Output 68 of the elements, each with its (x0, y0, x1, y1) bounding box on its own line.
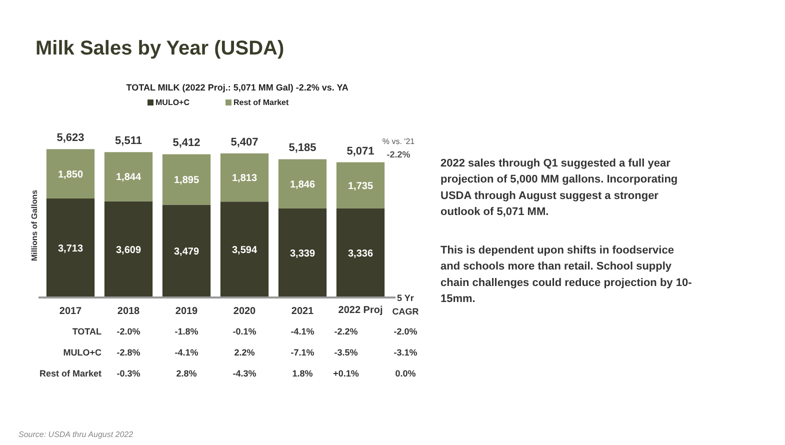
annotation: 5,623 (56, 132, 84, 144)
text: 2.2% (234, 348, 255, 358)
bar (46, 149, 95, 198)
text: 0.0% (395, 368, 416, 378)
data-label: 1,735 (348, 180, 374, 192)
annotation: 5,511 (115, 135, 142, 148)
x-tick-label: 2021 (291, 306, 314, 317)
text: -0.1% (232, 326, 256, 336)
data-label: 3,479 (174, 246, 200, 258)
legend-label: Rest of Market (234, 98, 289, 107)
chart-title: Milk Sales by Year (USDA) (36, 38, 284, 60)
bar (104, 152, 153, 202)
annotation: 5,185 (288, 142, 316, 154)
annotation: -2.2% (386, 150, 410, 160)
annotation: 5 Yr CAGR (392, 292, 420, 316)
text: -4.1% (174, 348, 198, 358)
bar (278, 208, 327, 298)
data-label: 1,850 (58, 169, 84, 180)
text: -4.1% (290, 326, 314, 336)
text: -4.3% (232, 368, 256, 378)
text: Rest of Market (39, 368, 102, 378)
bar (220, 202, 269, 298)
x-tick-label: 2018 (117, 306, 140, 317)
data-label: 1,813 (232, 172, 258, 184)
bar (336, 208, 385, 298)
text: -0.3% (116, 368, 140, 378)
data-label: 1,844 (116, 172, 142, 184)
legend-label: MULO+C (156, 98, 190, 107)
text: TOTAL (72, 326, 102, 336)
bar (278, 159, 327, 208)
data-label: 3,594 (232, 245, 258, 256)
text: -1.8% (174, 326, 198, 336)
bar (104, 201, 153, 298)
text: -2.8% (116, 348, 140, 358)
data-label: 3,609 (116, 244, 142, 256)
data-label: 3,339 (290, 248, 316, 260)
text: -3.5% (334, 348, 358, 358)
text: +0.1% (333, 368, 359, 378)
text: 2.8% (176, 368, 197, 378)
text: MULO+C (63, 348, 102, 358)
x-tick-label: 2017 (59, 306, 82, 317)
annotation: 5,407 (230, 136, 258, 148)
bar (46, 198, 95, 298)
text: -2.0% (394, 326, 418, 336)
bar (162, 204, 211, 298)
x-tick-label: 2020 (233, 306, 256, 317)
bar (162, 154, 211, 205)
text: 1.8% (292, 368, 313, 378)
source-note: Source: USDA thru August 2022 (18, 430, 134, 439)
text: 2022 sales through Q1 suggested a full year projection of 5,000 MM gallons. Incorporating USDA through August suggest a stronger outlook of 5,071 MM. (440, 158, 678, 218)
data-label: 1,895 (174, 174, 200, 186)
chart-subtitle: TOTAL MILK (2022 Proj.: 5,071 MM Gal) -2.2% vs. YA (126, 82, 349, 92)
annotation: 5,071 (346, 145, 374, 158)
bar (220, 153, 269, 202)
annotation: 5,412 (172, 137, 200, 150)
text: This is dependent upon shifts in foodservice and schools more than retail. School supply chain challenges could reduce projection by 10- 15mm. (440, 244, 692, 306)
text: -7.1% (290, 348, 314, 358)
x-tick-label: 2022 Proj (338, 305, 383, 316)
data-label: 3,336 (348, 248, 374, 260)
text: -3.1% (394, 348, 418, 358)
x-tick-label: 2019 (175, 306, 198, 317)
data-label: 1,846 (290, 179, 316, 190)
text: % vs. '21 (382, 137, 416, 146)
y-axis-title: Millions of Gallons (30, 189, 39, 262)
bar (336, 162, 385, 209)
text: -2.2% (334, 326, 358, 336)
data-label: 3,713 (58, 243, 84, 254)
text: -2.0% (116, 326, 140, 336)
